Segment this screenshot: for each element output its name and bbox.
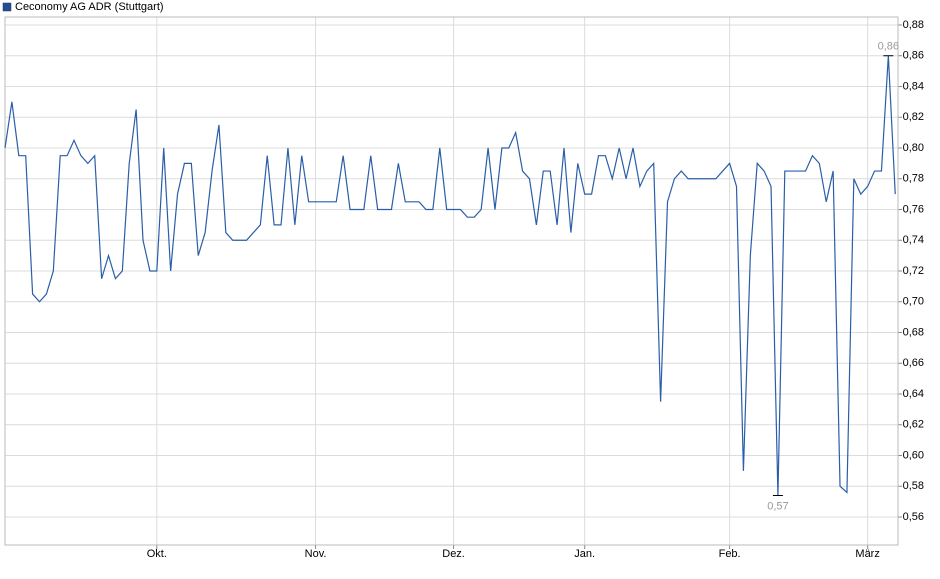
y-tick-label: 0,80 [903,142,924,154]
extreme-label: 0,86 [878,41,899,53]
y-tick-label: 0,86 [903,50,924,62]
y-tick-label: 0,72 [903,265,924,277]
y-tick-label: 0,56 [903,511,924,523]
y-tick-label: 0,82 [903,111,924,123]
x-tick-label: Jan. [574,548,595,560]
x-tick-label: März [855,548,879,560]
x-tick-label: Nov. [305,548,327,560]
y-tick-label: 0,60 [903,449,924,461]
y-tick-label: 0,64 [903,388,924,400]
x-tick-label: Dez. [442,548,465,560]
extreme-label: 0,57 [767,500,788,512]
legend-swatch [2,2,12,12]
y-tick-label: 0,68 [903,326,924,338]
y-tick-label: 0,78 [903,173,924,185]
x-tick-label: Feb. [719,548,741,560]
y-tick-label: 0,74 [903,234,924,246]
price-line [4,55,896,496]
legend-label: Ceconomy AG ADR (Stuttgart) [15,1,164,13]
y-tick-label: 0,70 [903,296,924,308]
y-tick-label: 0,62 [903,419,924,431]
y-tick-label: 0,84 [903,80,924,92]
y-tick-label: 0,76 [903,203,924,215]
plot-frame [4,16,899,546]
y-tick-label: 0,66 [903,357,924,369]
y-tick-label: 0,88 [903,19,924,31]
x-tick-label: Okt. [147,548,167,560]
y-tick-label: 0,58 [903,480,924,492]
